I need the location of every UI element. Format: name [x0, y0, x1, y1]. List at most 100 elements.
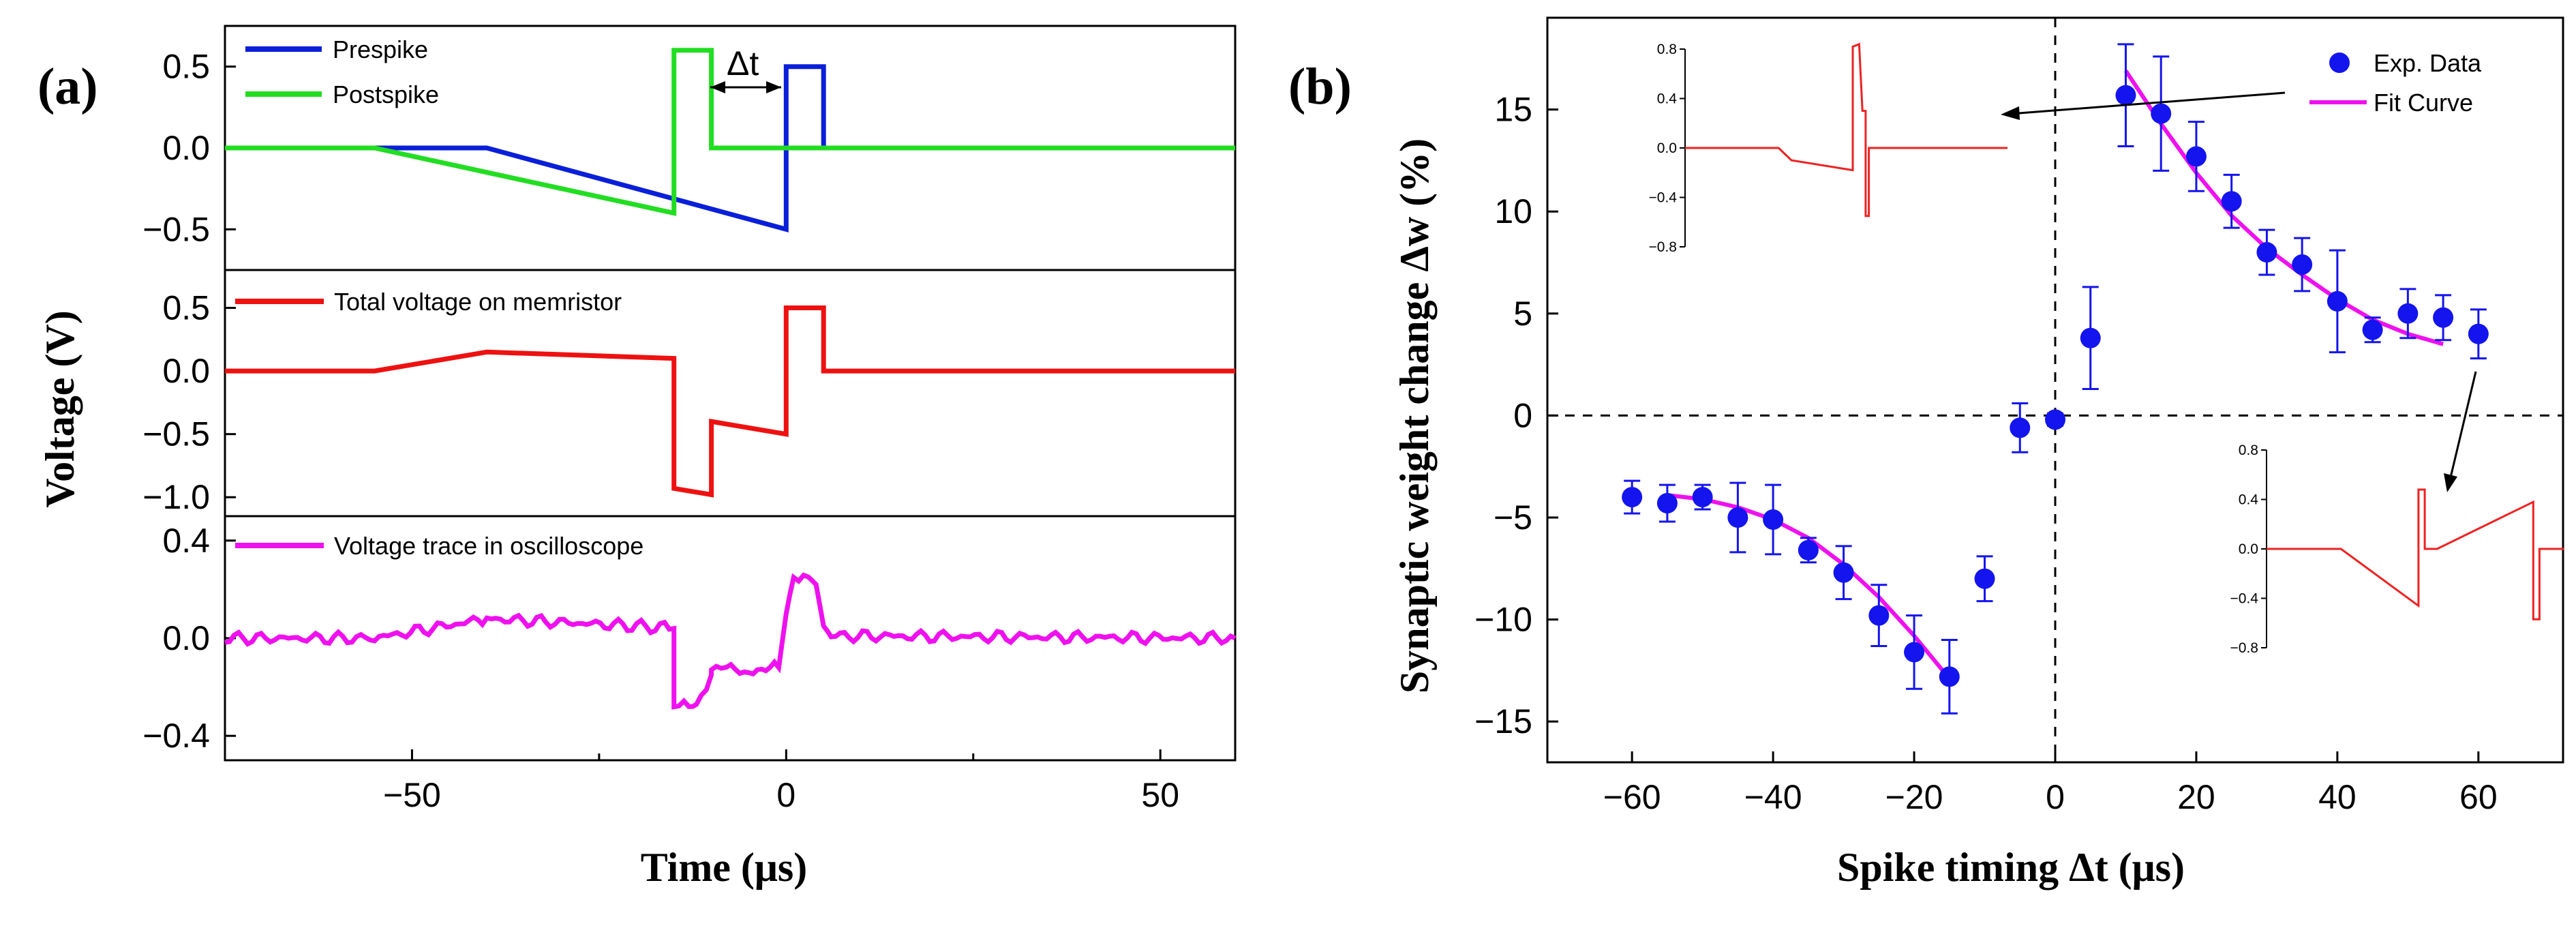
panel-a: (a) Voltage (V) Time (μs) 0.50.0−0.50.50… — [37, 25, 1237, 890]
b-ytick-label: −15 — [1474, 702, 1532, 740]
data-marker — [2221, 191, 2242, 212]
data-point — [1727, 481, 1748, 554]
data-point — [2151, 55, 2172, 172]
data-point — [2433, 294, 2454, 342]
data-marker — [1656, 493, 1678, 514]
a-ytick-label: 0.5 — [162, 48, 210, 86]
inset-tick-label: 0.0 — [2239, 541, 2258, 557]
b-xtick-label: 0 — [2046, 778, 2065, 816]
data-marker — [2362, 319, 2383, 340]
data-marker — [2185, 146, 2207, 167]
data-point — [2045, 409, 2065, 430]
data-point — [1868, 584, 1890, 647]
inset-trace — [1685, 42, 2007, 218]
a-ytick-label: 0.0 — [162, 352, 210, 390]
inset-left: 0.8 0.4 0.0 −0.4 −0.8 — [1649, 42, 2007, 255]
data-marker — [1904, 642, 1925, 663]
delta-t-arrow-left — [710, 81, 725, 93]
data-marker — [2256, 242, 2277, 263]
inset-arrow-right-line — [2449, 371, 2477, 478]
panel-b-xlabel: Spike timing Δt (μs) — [1837, 845, 2185, 890]
series-line-total-voltage-on-memristor — [225, 305, 1235, 498]
data-marker — [1622, 487, 1643, 508]
b-ytick-label: −10 — [1474, 601, 1532, 639]
legend-label-prespike: Prespike — [333, 35, 428, 63]
inset-arrow-right-head — [2444, 473, 2457, 492]
legend-label-oscilloscope: Voltage trace in oscilloscope — [334, 532, 643, 560]
legend-total-voltage: Total voltage on memristor — [235, 288, 622, 316]
data-point — [2362, 316, 2383, 344]
a-xtick-label: 50 — [1141, 776, 1179, 814]
data-point — [2397, 288, 2419, 340]
data-marker — [1833, 562, 1854, 583]
b-xtick-label: −60 — [1603, 778, 1661, 816]
data-marker — [2433, 307, 2454, 328]
series-line-postspike — [225, 48, 1235, 216]
inset-tick-label: −0.4 — [1649, 190, 1678, 206]
data-point — [2256, 228, 2277, 276]
legend-label-postspike: Postspike — [333, 80, 439, 108]
data-point — [1974, 555, 1995, 603]
inset-right: 0.8 0.4 0.0 −0.4 −0.8 — [2230, 443, 2564, 656]
data-point — [1833, 545, 1854, 601]
data-marker — [2151, 103, 2172, 124]
legend-marker-exp-data — [2329, 53, 2350, 73]
panel-b-ticks: −60 −40 −20 0 20 40 60 15 10 5 0 −5 −10 −15 — [1474, 91, 2497, 816]
data-point — [1763, 483, 1784, 556]
delta-t-label: Δt — [727, 44, 759, 83]
b-xtick-label: −40 — [1744, 778, 1802, 816]
a-ytick-label: −1.0 — [142, 478, 210, 516]
series-line-voltage-trace-in-oscilloscope — [224, 572, 1237, 710]
data-point — [2185, 121, 2207, 192]
inset-trace — [2267, 488, 2564, 620]
inset-arrow-right — [2444, 371, 2477, 492]
panel-a-frame — [224, 25, 1237, 762]
inset-tick-label: 0.4 — [2239, 492, 2259, 508]
data-marker — [1798, 539, 1819, 560]
inset-tick-label: −0.8 — [2230, 640, 2258, 656]
delta-t-arrow-right — [766, 81, 781, 93]
data-marker — [1692, 487, 1713, 508]
a-ytick-label: 0.0 — [162, 619, 210, 657]
legend-panel-b: Exp. Data Fit Curve — [2309, 49, 2482, 117]
inset-tick-label: 0.8 — [2239, 443, 2258, 458]
data-point — [2115, 43, 2136, 147]
data-marker — [2292, 254, 2313, 275]
inset-arrow-left-line — [2018, 91, 2286, 115]
data-point — [2292, 237, 2313, 293]
a-ytick-label: 0.4 — [162, 522, 210, 560]
panel-a-xlabel: Time (μs) — [641, 845, 808, 890]
b-ytick-label: −5 — [1494, 498, 1532, 537]
delta-t-annotation: Δt — [710, 44, 781, 93]
a-ytick-label: −0.5 — [142, 210, 210, 248]
exp-data-points — [1622, 43, 2489, 715]
data-point — [1798, 537, 1819, 564]
b-ytick-label: 10 — [1494, 192, 1532, 230]
data-point — [2080, 286, 2101, 391]
legend-label-exp-data: Exp. Data — [2374, 49, 2482, 77]
data-point — [1692, 483, 1713, 511]
b-xtick-label: 40 — [2318, 778, 2357, 816]
panel-b-ylabel: Synaptic weight change Δw (%) — [1392, 138, 1437, 693]
a-ytick-label: −0.4 — [142, 717, 210, 755]
data-marker — [2080, 327, 2101, 348]
a-xtick-label: 0 — [776, 776, 795, 814]
panel-a-ylabel: Voltage (V) — [37, 310, 82, 507]
data-point — [2327, 249, 2348, 354]
data-marker — [2468, 323, 2489, 344]
a-ytick-label: 0.0 — [162, 129, 210, 167]
data-point — [1656, 483, 1678, 523]
legend-postspike: Postspike — [245, 80, 439, 108]
data-point — [2221, 173, 2242, 229]
inset-tick-label: 0.8 — [1657, 42, 1677, 57]
data-point — [1904, 614, 1925, 690]
a-ytick-label: −0.5 — [142, 415, 210, 453]
b-xtick-label: 60 — [2459, 778, 2498, 816]
panel-a-curves — [224, 48, 1237, 710]
legend-label-total-voltage: Total voltage on memristor — [334, 288, 622, 316]
panel-b-label: (b) — [1288, 58, 1352, 115]
fit-curve-segment — [2124, 70, 2444, 346]
data-marker — [2115, 85, 2136, 106]
a-xtick-label: −50 — [383, 776, 441, 814]
